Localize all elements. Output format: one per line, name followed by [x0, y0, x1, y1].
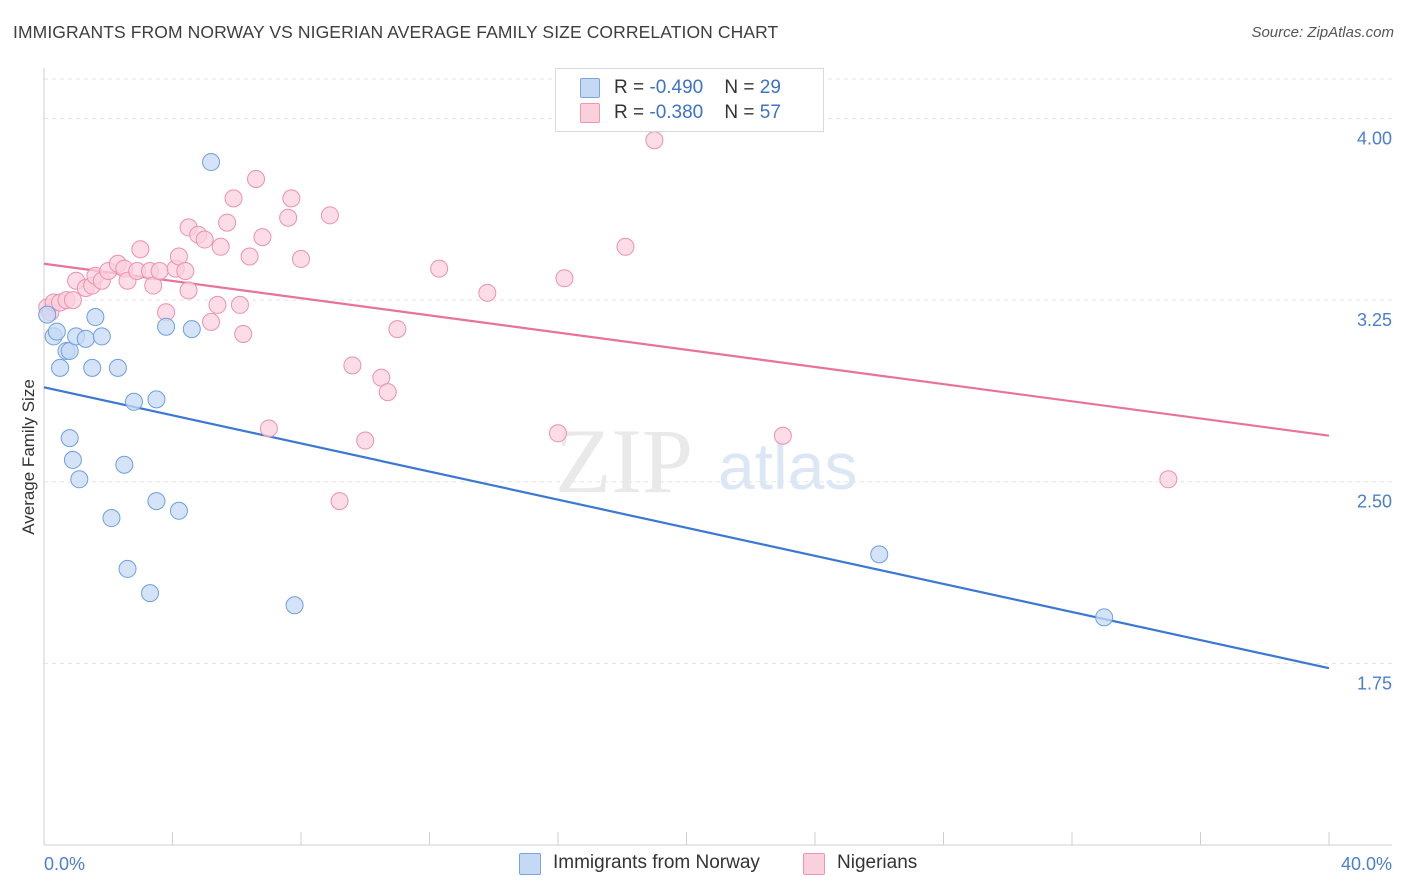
pink-point: [211, 237, 230, 256]
blue-point: [83, 358, 102, 377]
pink-point: [247, 169, 266, 188]
pink-point: [282, 189, 301, 208]
blue-point: [182, 320, 201, 339]
pink-point: [208, 295, 227, 314]
blue-point: [202, 153, 221, 172]
pink-point: [378, 383, 397, 402]
blue-point: [102, 509, 121, 528]
source-label: Source: ZipAtlas.com: [1251, 24, 1394, 41]
pink-point: [176, 262, 195, 281]
pink-point: [150, 262, 169, 281]
pink-point: [555, 269, 574, 288]
pink-point: [388, 320, 407, 339]
stats-row-norway: R = -0.490 N = 29: [556, 77, 823, 101]
blue-swatch: [580, 78, 600, 98]
pink-point: [773, 426, 792, 445]
pink-point: [195, 230, 214, 249]
pink-point: [549, 424, 567, 443]
y-tick-label: 3.25: [1357, 310, 1392, 330]
pink-point: [179, 281, 198, 300]
watermark: ZIP atlas: [555, 410, 857, 512]
blue-point: [115, 455, 134, 474]
pink-point: [224, 189, 243, 208]
pink-point: [202, 312, 221, 331]
blue-point: [70, 470, 89, 489]
blue-point: [63, 450, 82, 469]
pink-point: [645, 131, 664, 150]
pink-point: [320, 206, 339, 225]
blue-point: [51, 358, 70, 377]
blue-point: [147, 390, 166, 409]
pink-point: [356, 431, 375, 450]
legend-swatch-pink: [803, 853, 825, 875]
pink-point: [616, 237, 635, 256]
stats-text-norway: R = -0.490 N = 29: [614, 77, 781, 98]
pink-point: [131, 240, 150, 259]
y-tick-label: 2.50: [1357, 492, 1392, 512]
axes: [43, 68, 1392, 846]
legend-item-nigerians: Nigerians: [803, 851, 943, 877]
legend-label-norway: Immigrants from Norway: [553, 852, 760, 873]
blue-point: [147, 492, 166, 511]
pink-point: [430, 259, 449, 278]
y-tick-label: 4.00: [1357, 128, 1392, 148]
blue-point: [285, 596, 304, 615]
data-points: [38, 131, 1178, 627]
pink-point: [230, 295, 249, 314]
trend-lines: [43, 262, 1330, 670]
blue-point: [118, 559, 137, 578]
blue-point: [86, 308, 105, 327]
pink-point: [234, 324, 253, 343]
stats-text-nigerians: R = -0.380 N = 57: [614, 102, 781, 123]
blue-trend-line: [43, 386, 1330, 670]
blue-point: [124, 392, 143, 411]
x-tick-label-min: 0.0%: [44, 854, 85, 874]
blue-point: [108, 358, 127, 377]
pink-point: [330, 492, 349, 511]
blue-point: [157, 317, 176, 336]
blue-point: [76, 329, 95, 348]
stats-box: R = -0.490 N = 29 R = -0.380 N = 57: [555, 68, 824, 132]
blue-point: [38, 305, 57, 324]
blue-point: [141, 584, 160, 603]
pink-point: [63, 291, 82, 310]
tick-labels: 1.75 2.50 3.25 4.00 0.0% 40.0%: [44, 128, 1392, 874]
legend-label-nigerians: Nigerians: [837, 852, 918, 873]
blue-point: [92, 327, 111, 346]
pink-point: [1159, 470, 1178, 489]
pink-point: [253, 228, 272, 247]
y-tick-label: 1.75: [1357, 673, 1392, 693]
pink-point: [279, 208, 298, 227]
blue-point: [169, 501, 188, 520]
y-axis-label: Average Family Size: [19, 379, 38, 535]
chart-title: IMMIGRANTS FROM NORWAY VS NIGERIAN AVERA…: [13, 22, 779, 42]
pink-point: [343, 356, 362, 375]
blue-point: [47, 322, 66, 341]
blue-point: [60, 429, 79, 448]
legend-swatch-blue: [519, 853, 541, 875]
pink-point: [478, 283, 497, 302]
pink-swatch: [580, 103, 600, 123]
pink-point: [292, 249, 310, 268]
stats-row-nigerians: R = -0.380 N = 57: [556, 102, 823, 126]
gridlines: [44, 78, 1392, 664]
pink-point: [259, 419, 278, 438]
blue-point: [870, 545, 889, 564]
pink-trend-line: [43, 262, 1330, 437]
pink-point: [218, 213, 237, 232]
blue-point: [1095, 608, 1114, 627]
legend-item-norway: Immigrants from Norway: [519, 851, 789, 877]
watermark-zip: ZIP: [555, 410, 693, 512]
pink-point: [240, 247, 259, 266]
x-tick-label-max: 40.0%: [1341, 854, 1392, 874]
